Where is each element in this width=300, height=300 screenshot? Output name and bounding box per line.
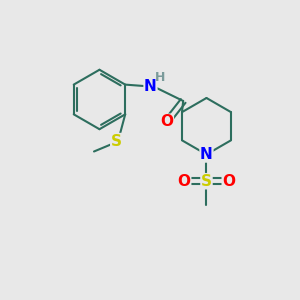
Text: H: H [155, 71, 165, 84]
Text: N: N [144, 79, 157, 94]
Text: O: O [222, 174, 235, 189]
Text: O: O [178, 174, 191, 189]
Text: O: O [160, 114, 173, 129]
Text: S: S [111, 134, 122, 148]
Text: S: S [201, 174, 212, 189]
Text: N: N [200, 147, 213, 162]
